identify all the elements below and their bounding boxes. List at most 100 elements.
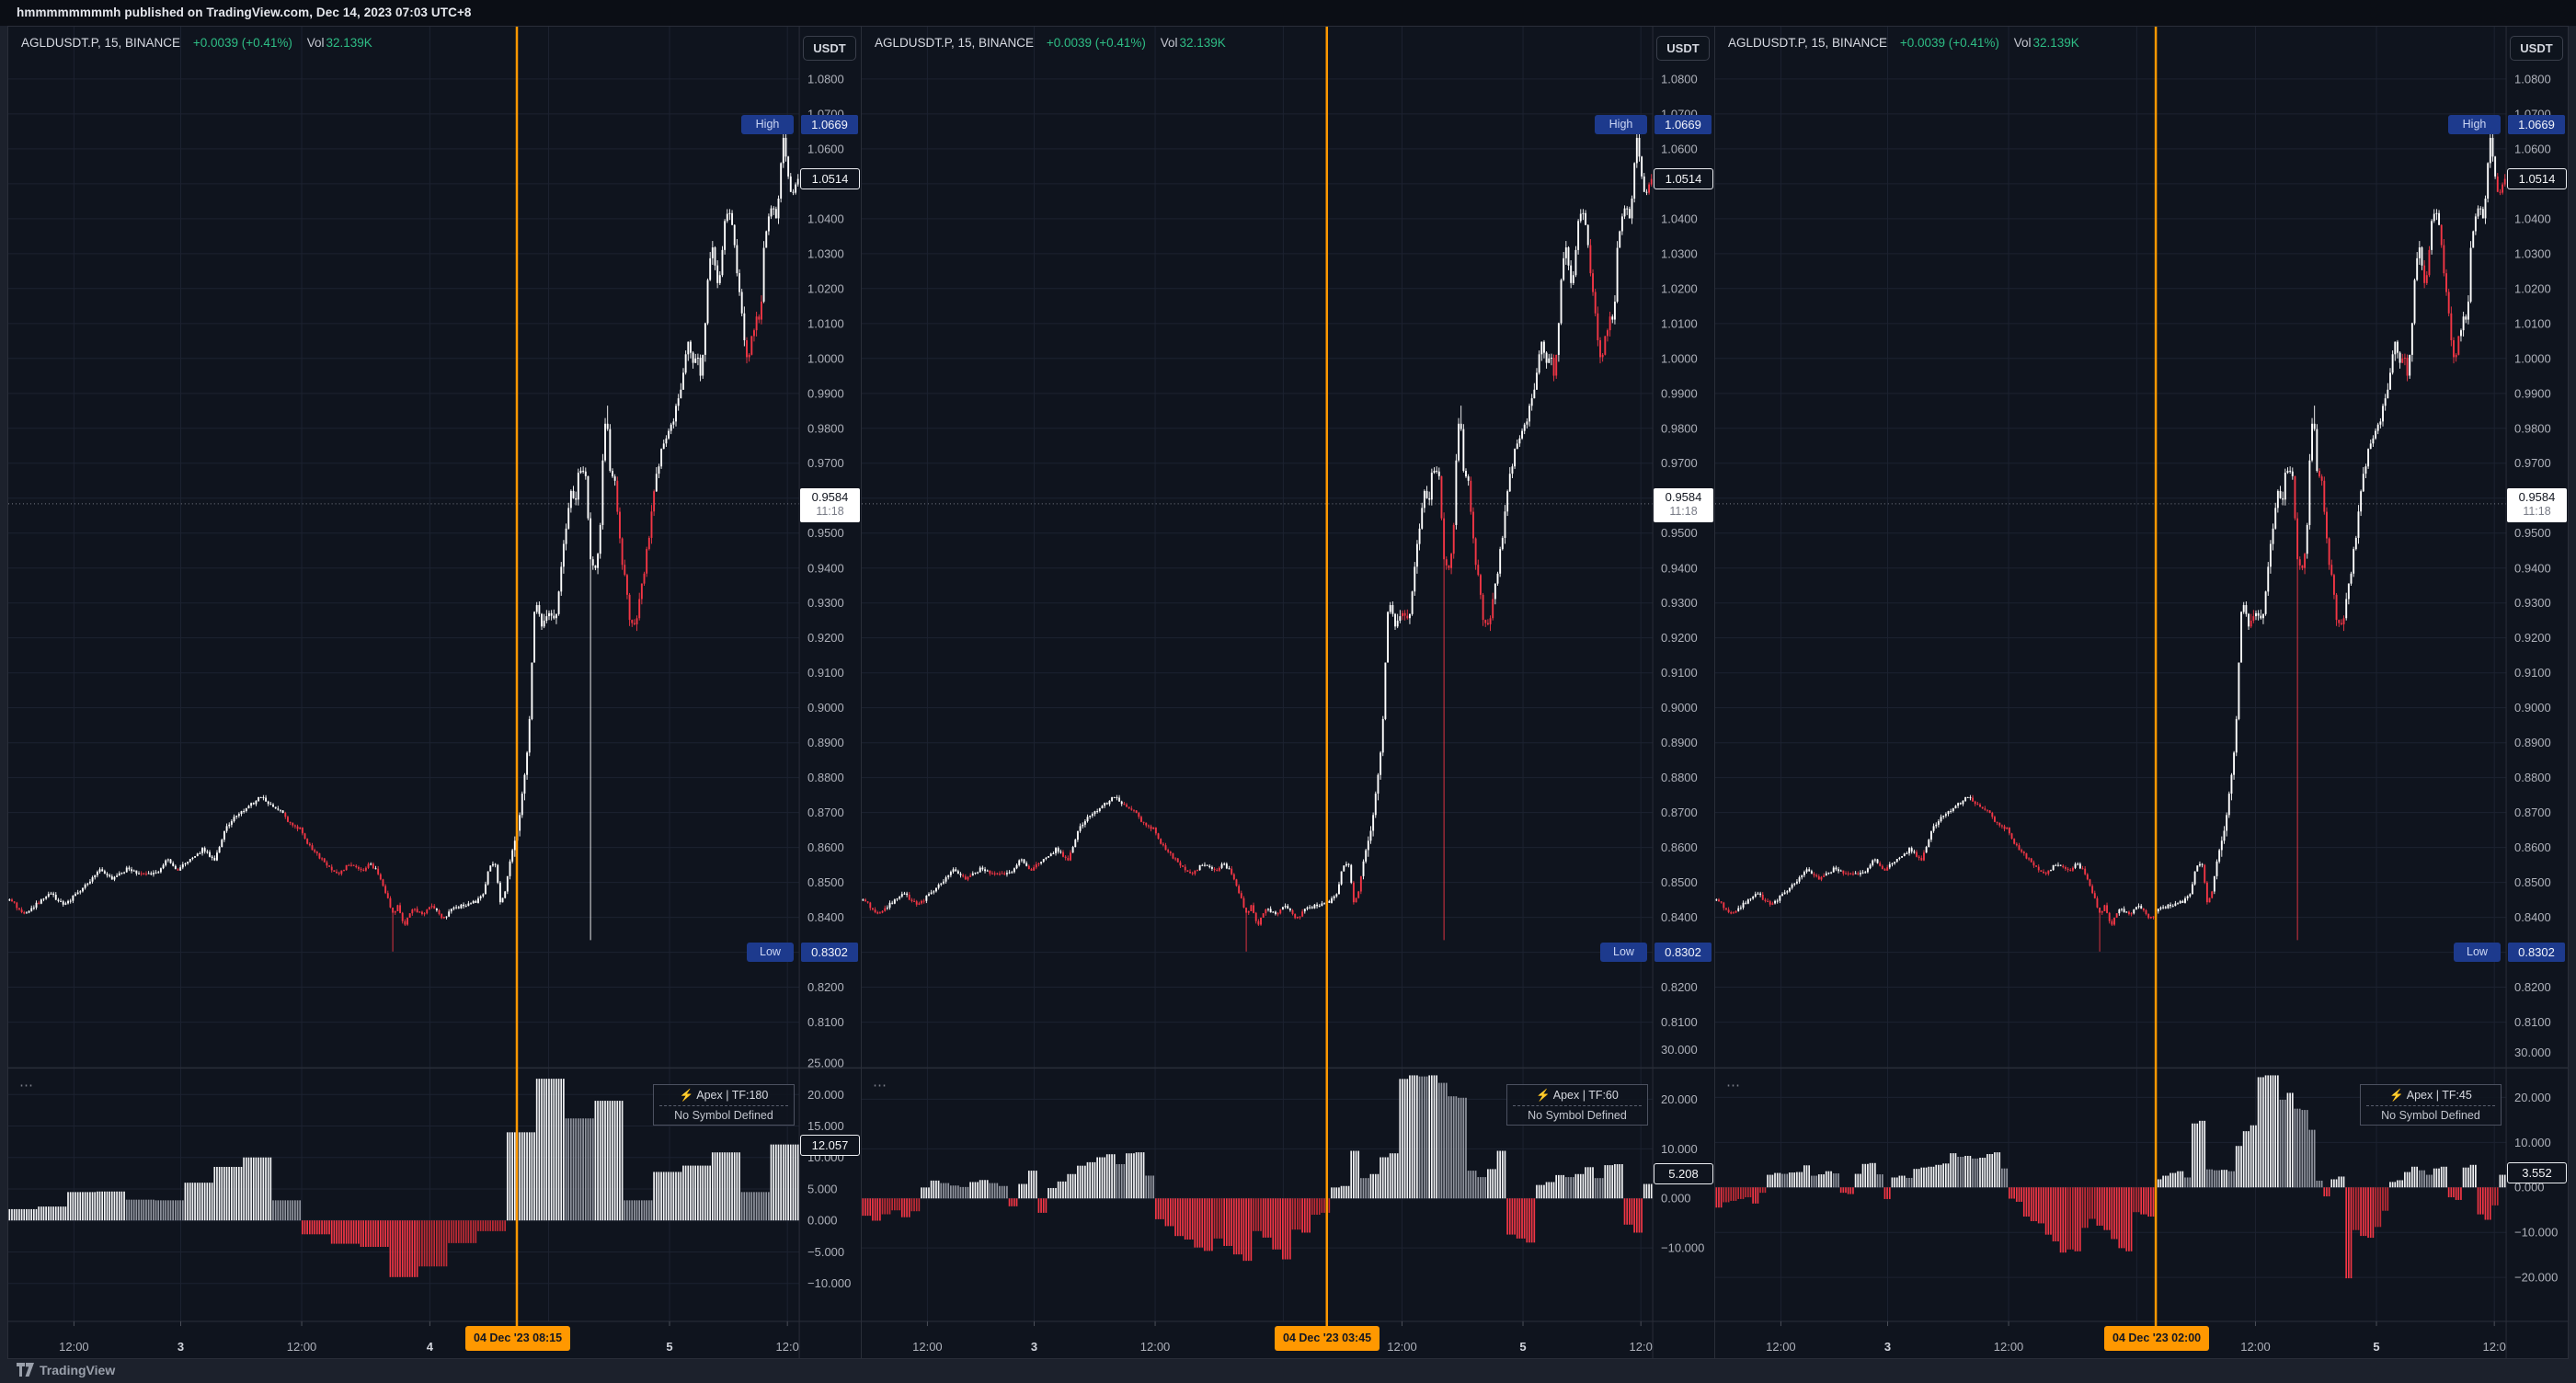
svg-text:1.0800: 1.0800: [2514, 72, 2551, 86]
svg-text:0.9300: 0.9300: [2514, 596, 2551, 610]
currency-button[interactable]: USDT: [2510, 36, 2563, 61]
svg-text:12:00: 12:00: [1387, 1340, 1416, 1354]
svg-text:12:0: 12:0: [776, 1340, 799, 1354]
svg-text:0.9000: 0.9000: [807, 701, 844, 714]
svg-text:30.000: 30.000: [1661, 1043, 1698, 1057]
symbol-title: AGLDUSDT.P, 15, BINANCE: [1728, 36, 1888, 50]
svg-text:0.9200: 0.9200: [1661, 631, 1698, 645]
svg-text:0.8800: 0.8800: [807, 771, 844, 784]
svg-text:0.9700: 0.9700: [807, 456, 844, 470]
svg-text:0.8400: 0.8400: [807, 910, 844, 924]
indicator-value-label: 3.552: [2507, 1162, 2567, 1183]
indicator-more-icon[interactable]: ⋯: [1726, 1078, 1741, 1093]
symbol-legend[interactable]: AGLDUSDT.P, 15, BINANCE +0.0039 (+0.41%)…: [875, 36, 1226, 50]
svg-text:0.8700: 0.8700: [2514, 806, 2551, 819]
svg-text:12:00: 12:00: [59, 1340, 88, 1354]
svg-text:0.9100: 0.9100: [807, 666, 844, 680]
indicator-subtitle: No Symbol Defined: [2366, 1105, 2495, 1122]
svg-text:−20.000: −20.000: [2514, 1271, 2558, 1285]
svg-text:1.0100: 1.0100: [1661, 316, 1698, 330]
chart-panel[interactable]: 1.08001.07001.06001.05001.04001.03001.02…: [8, 27, 862, 1358]
tradingview-logo-icon: [17, 1363, 34, 1377]
svg-text:0.9300: 0.9300: [1661, 596, 1698, 610]
multichart-layout: 1.08001.07001.06001.05001.04001.03001.02…: [7, 26, 2569, 1359]
svg-text:0.8400: 0.8400: [2514, 910, 2551, 924]
symbol-legend[interactable]: AGLDUSDT.P, 15, BINANCE +0.0039 (+0.41%)…: [1728, 36, 2079, 50]
indicator-more-icon[interactable]: ⋯: [873, 1078, 887, 1093]
svg-text:−5.000: −5.000: [807, 1245, 844, 1259]
chart-panel[interactable]: 1.08001.07001.06001.05001.04001.03001.02…: [862, 27, 1715, 1358]
indicator-more-icon[interactable]: ⋯: [19, 1078, 34, 1093]
bar-countdown: 11:18: [2523, 505, 2551, 518]
svg-text:1.0400: 1.0400: [1661, 211, 1698, 225]
svg-text:0.9900: 0.9900: [807, 386, 844, 400]
svg-text:0.9800: 0.9800: [2514, 421, 2551, 435]
volume-value: 32.139K: [1179, 36, 1226, 50]
svg-text:0.8200: 0.8200: [807, 980, 844, 994]
indicator-value-label: 5.208: [1654, 1163, 1713, 1184]
svg-text:15.000: 15.000: [807, 1119, 844, 1133]
svg-text:1.0000: 1.0000: [1661, 351, 1698, 365]
symbol-title: AGLDUSDT.P, 15, BINANCE: [875, 36, 1035, 50]
svg-text:0.000: 0.000: [807, 1214, 837, 1228]
chart-canvas[interactable]: 1.08001.07001.06001.05001.04001.03001.02…: [862, 27, 1714, 1358]
svg-text:0.000: 0.000: [2514, 1181, 2544, 1194]
volume-value: 32.139K: [2032, 36, 2079, 50]
tradingview-logo[interactable]: TradingView: [17, 1363, 115, 1377]
currency-button[interactable]: USDT: [803, 36, 856, 61]
svg-text:1.0300: 1.0300: [807, 246, 844, 260]
svg-text:−10.000: −10.000: [807, 1276, 851, 1290]
last-price-label: 1.0514: [2507, 168, 2567, 189]
svg-text:0.9500: 0.9500: [807, 526, 844, 540]
svg-text:10.000: 10.000: [1661, 1142, 1698, 1156]
svg-text:0.8600: 0.8600: [807, 840, 844, 854]
chart-panel[interactable]: 1.08001.07001.06001.05001.04001.03001.02…: [1715, 27, 2568, 1358]
svg-text:0.8800: 0.8800: [1661, 771, 1698, 784]
svg-text:0.9100: 0.9100: [2514, 666, 2551, 680]
lightning-icon: ⚡: [679, 1089, 694, 1102]
date-marker-badge: 04 Dec '23 03:45: [1275, 1326, 1380, 1351]
svg-text:1.0400: 1.0400: [807, 211, 844, 225]
svg-text:12:00: 12:00: [912, 1340, 942, 1354]
high-badge-value: 1.0669: [801, 115, 858, 134]
reference-price: 0.9584: [2518, 490, 2556, 504]
svg-text:25.000: 25.000: [807, 1057, 844, 1070]
date-marker-badge: 04 Dec '23 02:00: [2104, 1326, 2210, 1351]
svg-text:0.9200: 0.9200: [2514, 631, 2551, 645]
svg-text:0.9900: 0.9900: [1661, 386, 1698, 400]
symbol-legend[interactable]: AGLDUSDT.P, 15, BINANCE +0.0039 (+0.41%)…: [21, 36, 372, 50]
svg-text:0.9400: 0.9400: [2514, 561, 2551, 575]
indicator-legend[interactable]: ⚡ Apex | TF:60 No Symbol Defined: [1506, 1084, 1648, 1126]
svg-text:0.8900: 0.8900: [807, 736, 844, 749]
indicator-value-label: 12.057: [800, 1135, 860, 1156]
svg-text:0.9200: 0.9200: [807, 631, 844, 645]
chart-canvas[interactable]: 1.08001.07001.06001.05001.04001.03001.02…: [8, 27, 861, 1358]
svg-text:0.8200: 0.8200: [2514, 980, 2551, 994]
svg-text:0.8600: 0.8600: [1661, 840, 1698, 854]
svg-text:1.0400: 1.0400: [2514, 211, 2551, 225]
svg-text:5: 5: [666, 1340, 672, 1354]
chart-canvas[interactable]: 1.08001.07001.06001.05001.04001.03001.02…: [1715, 27, 2568, 1358]
low-badge-label: Low: [1600, 943, 1647, 962]
svg-text:1.0200: 1.0200: [807, 281, 844, 295]
svg-text:1.0300: 1.0300: [1661, 246, 1698, 260]
svg-text:5.000: 5.000: [807, 1182, 837, 1195]
indicator-title: Apex | TF:45: [2406, 1089, 2472, 1102]
svg-text:0.9700: 0.9700: [1661, 456, 1698, 470]
svg-text:0.8400: 0.8400: [1661, 910, 1698, 924]
high-badge-label: High: [1595, 115, 1647, 134]
low-badge-value: 0.8302: [801, 943, 858, 962]
svg-text:0.9300: 0.9300: [807, 596, 844, 610]
svg-text:0.9400: 0.9400: [807, 561, 844, 575]
currency-button[interactable]: USDT: [1656, 36, 1710, 61]
svg-text:30.000: 30.000: [2514, 1046, 2551, 1059]
svg-text:0.9800: 0.9800: [807, 421, 844, 435]
bar-countdown: 11:18: [1669, 505, 1698, 518]
svg-text:0.8100: 0.8100: [807, 1015, 844, 1029]
svg-text:1.0300: 1.0300: [2514, 246, 2551, 260]
indicator-legend[interactable]: ⚡ Apex | TF:180 No Symbol Defined: [653, 1084, 795, 1126]
indicator-legend[interactable]: ⚡ Apex | TF:45 No Symbol Defined: [2360, 1084, 2502, 1126]
svg-text:0.8700: 0.8700: [807, 806, 844, 819]
price-change: +0.0039 (+0.41%): [192, 36, 292, 50]
svg-text:0.8800: 0.8800: [2514, 771, 2551, 784]
